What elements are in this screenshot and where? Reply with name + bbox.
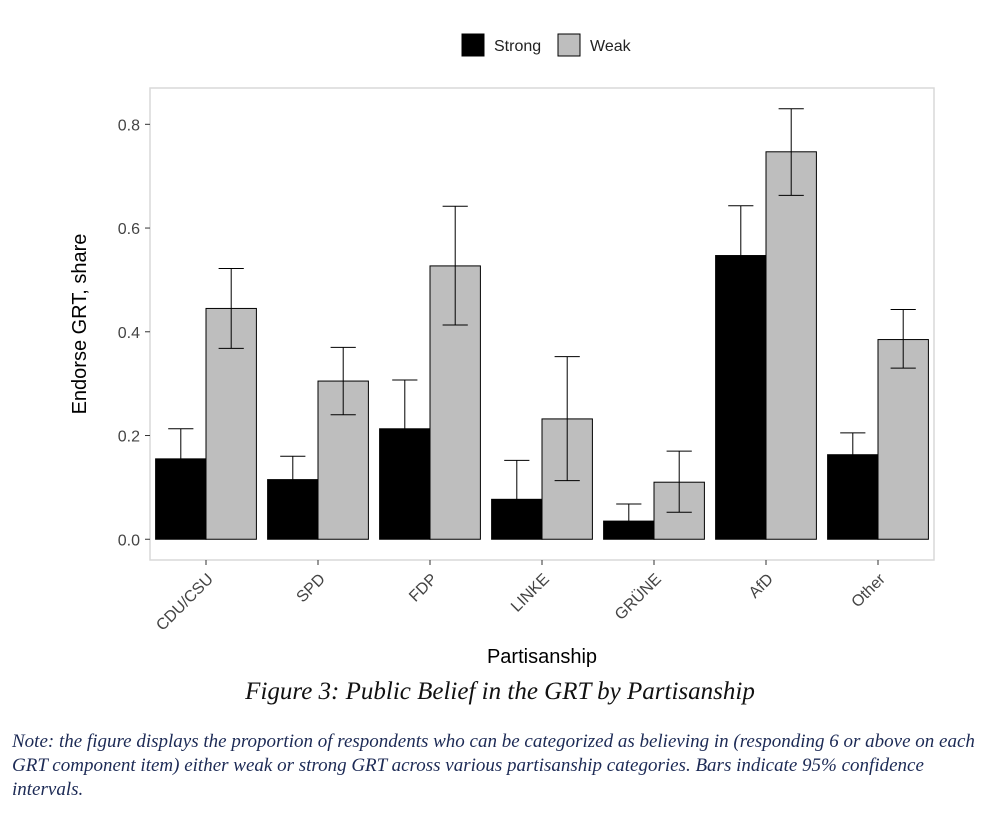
error-bars: [168, 108, 916, 538]
legend: Strong Weak: [461, 33, 632, 57]
y-tick-label: 0.2: [118, 429, 140, 446]
y-tick-label: 0.6: [118, 221, 140, 238]
x-axis: CDU/CSU SPD FDP LINKE GRÜNE AfD Other: [153, 560, 889, 634]
x-tick-label: FDP: [406, 571, 441, 606]
legend-label-strong: Strong: [494, 38, 541, 55]
bar-weak: [765, 151, 817, 540]
x-axis-title: Partisanship: [487, 646, 597, 668]
x-tick-label: SPD: [294, 571, 329, 606]
y-tick-label: 0.0: [118, 532, 140, 549]
bar-weak: [877, 339, 929, 540]
y-tick-label: 0.4: [118, 325, 140, 342]
legend-swatch-strong: [461, 33, 485, 57]
bars: [155, 151, 929, 540]
y-axis: 0.0 0.2 0.4 0.6 0.8: [118, 117, 150, 549]
y-axis-title: Endorse GRT, share: [69, 234, 91, 415]
legend-swatch-weak: [557, 33, 581, 57]
x-tick-label: GRÜNE: [611, 570, 665, 624]
figure-note: Note: the figure displays the proportion…: [12, 731, 975, 800]
x-tick-label: LINKE: [508, 571, 553, 616]
y-tick-label: 0.8: [118, 117, 140, 134]
x-tick-label: Other: [849, 570, 890, 611]
figure-caption: Figure 3: Public Belief in the GRT by Pa…: [245, 678, 755, 705]
chart: Strong Weak 0.0 0.2 0.4 0.6 0.8 CDU/CSU SPD FDP…: [69, 33, 935, 668]
x-tick-label: CDU/CSU: [153, 571, 217, 635]
legend-label-weak: Weak: [590, 38, 632, 55]
x-tick-label: AfD: [746, 571, 777, 602]
